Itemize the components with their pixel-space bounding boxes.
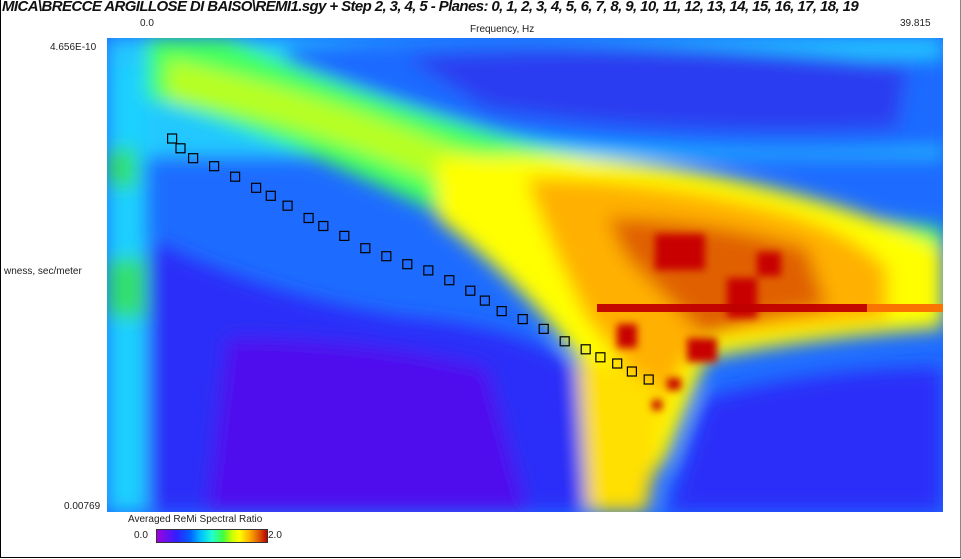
picked-point xyxy=(538,323,549,334)
spectral-heatmap[interactable] xyxy=(107,38,943,512)
picked-point xyxy=(360,243,371,254)
legend-title: Averaged ReMi Spectral Ratio xyxy=(128,514,263,525)
heatmap-field xyxy=(107,38,943,512)
picked-point xyxy=(265,190,276,201)
picked-point xyxy=(423,265,434,276)
picked-point xyxy=(444,275,455,286)
picked-point xyxy=(479,295,490,306)
chart-title: MICA\BRECCE ARGILLOSE DI BAISO\REMI1.sgy… xyxy=(2,0,859,15)
picked-point xyxy=(580,344,591,355)
picked-point xyxy=(339,230,350,241)
picked-point xyxy=(643,374,654,385)
picked-point xyxy=(496,306,507,317)
legend-min-label: 0.0 xyxy=(134,530,148,541)
picked-point xyxy=(612,358,623,369)
picked-point xyxy=(559,336,570,347)
picked-point xyxy=(251,182,262,193)
picked-point xyxy=(381,251,392,262)
legend-max-label: 2.0 xyxy=(268,530,282,541)
picked-point xyxy=(402,259,413,270)
picked-point xyxy=(517,314,528,325)
picked-point xyxy=(626,366,638,377)
picked-point xyxy=(595,352,606,363)
picked-point xyxy=(166,133,178,144)
x-axis-max-label: 39.815 xyxy=(900,18,931,29)
picked-point xyxy=(303,212,314,224)
picked-point xyxy=(229,171,241,182)
legend-colorbar xyxy=(156,529,268,543)
x-axis-title: Frequency, Hz xyxy=(470,24,535,35)
x-axis-min-label: 0.0 xyxy=(140,18,154,29)
picked-point xyxy=(465,285,476,296)
picked-point xyxy=(208,161,220,172)
picked-point xyxy=(175,143,186,154)
picked-point xyxy=(318,220,329,232)
y-axis-top-label: 4.656E-10 xyxy=(50,42,97,53)
y-axis-title: wness, sec/meter xyxy=(4,266,82,277)
picked-points-layer xyxy=(166,133,654,385)
picked-point xyxy=(187,153,199,164)
y-axis-bottom-label: 0.00769 xyxy=(64,501,101,512)
picked-point xyxy=(282,200,293,211)
